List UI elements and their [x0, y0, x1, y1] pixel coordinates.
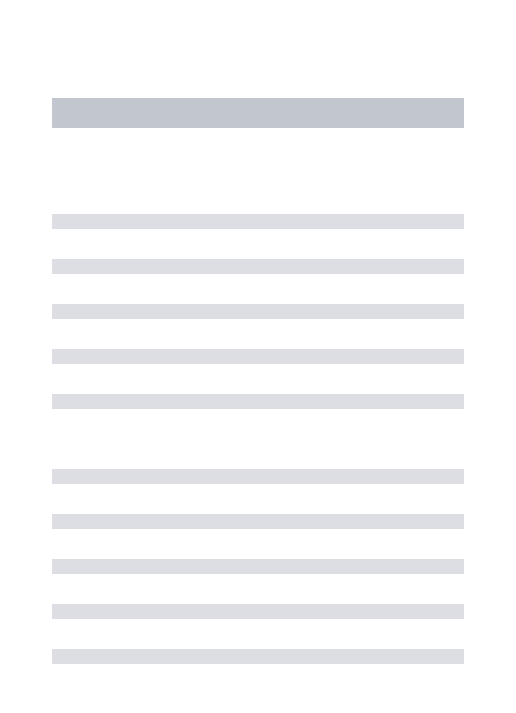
skeleton-line [52, 259, 464, 274]
skeleton-line [52, 514, 464, 529]
skeleton-line [52, 604, 464, 619]
skeleton-line [52, 214, 464, 229]
skeleton-line [52, 559, 464, 574]
skeleton-document [0, 0, 516, 664]
skeleton-line [52, 394, 464, 409]
section-gap [52, 439, 464, 469]
skeleton-title [52, 98, 464, 128]
skeleton-line [52, 469, 464, 484]
skeleton-line [52, 304, 464, 319]
skeleton-line [52, 649, 464, 664]
skeleton-line [52, 349, 464, 364]
